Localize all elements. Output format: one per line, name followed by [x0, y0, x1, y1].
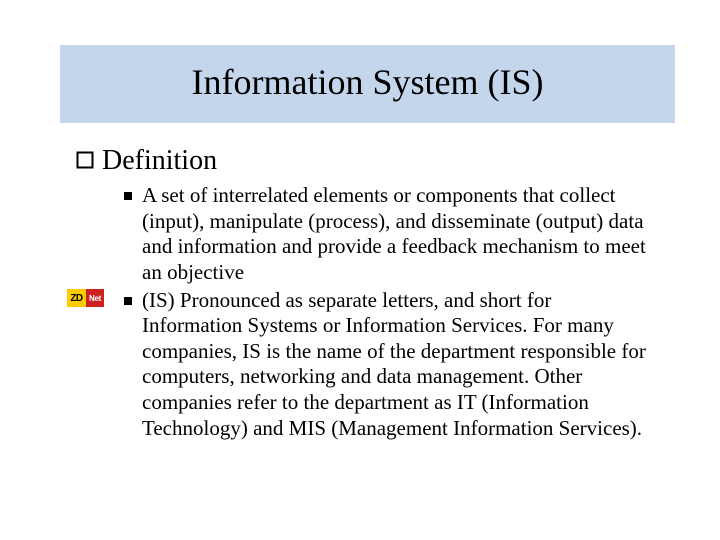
filled-square-icon: [124, 192, 132, 200]
sub-bullets: A set of interrelated elements or compon…: [76, 183, 660, 441]
slide: Information System (IS) Definition A set…: [0, 0, 720, 540]
content-area: Definition A set of interrelated element…: [60, 145, 660, 441]
net-icon: Net: [86, 289, 104, 307]
filled-square-icon: [124, 297, 132, 305]
slide-title: Information System (IS): [68, 61, 667, 103]
bullet-level1: Definition: [76, 145, 660, 177]
zdnet-badge: ZD Net: [67, 289, 104, 307]
level1-label: Definition: [102, 145, 217, 177]
bullet-text: A set of interrelated elements or compon…: [142, 183, 652, 285]
bullet-text: (IS) Pronounced as separate letters, and…: [142, 288, 652, 442]
bullet-level2: (IS) Pronounced as separate letters, and…: [124, 288, 660, 442]
zd-icon: ZD: [67, 289, 86, 307]
hollow-square-icon: [76, 151, 94, 169]
title-band: Information System (IS): [60, 45, 675, 123]
bullet-level2: A set of interrelated elements or compon…: [124, 183, 660, 285]
